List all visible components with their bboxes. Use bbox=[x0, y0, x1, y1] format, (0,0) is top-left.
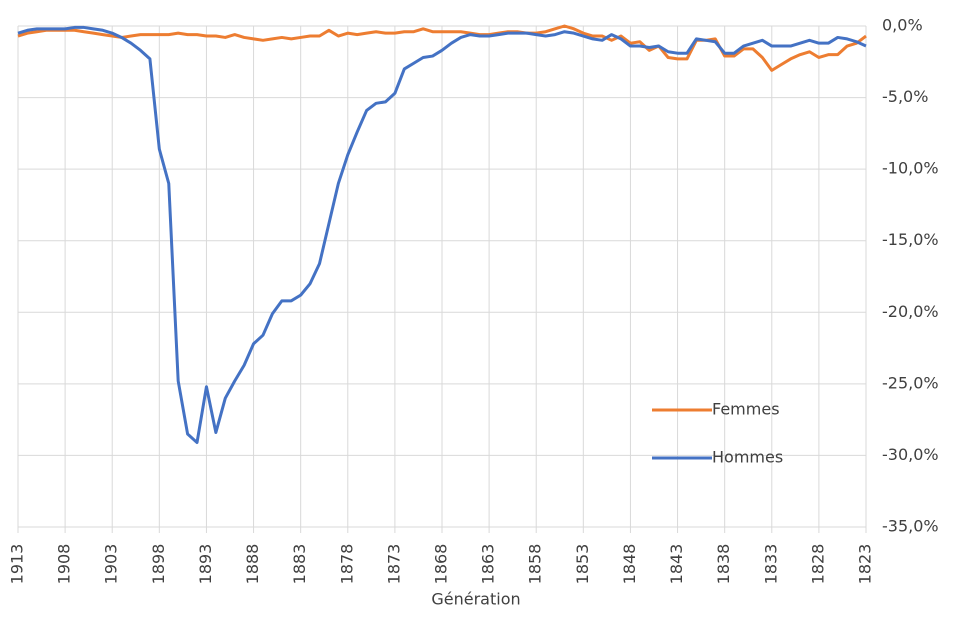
x-tick-label: 1858 bbox=[526, 544, 545, 585]
y-tick-label: 0,0% bbox=[882, 16, 923, 35]
x-tick-label: 1853 bbox=[573, 544, 592, 585]
x-tick-label: 1868 bbox=[432, 544, 451, 585]
y-tick-label: -35,0% bbox=[882, 517, 939, 536]
x-axis-title: Génération bbox=[431, 590, 520, 609]
x-tick-label: 1883 bbox=[290, 544, 309, 585]
x-tick-label: 1863 bbox=[479, 544, 498, 585]
legend-label: Hommes bbox=[712, 448, 783, 467]
x-tick-label: 1908 bbox=[55, 544, 74, 585]
x-tick-label: 1878 bbox=[337, 544, 356, 585]
x-tick-label: 1893 bbox=[196, 544, 215, 585]
x-tick-label: 1848 bbox=[620, 544, 639, 585]
y-tick-label: -20,0% bbox=[882, 302, 939, 321]
x-tick-label: 1898 bbox=[149, 544, 168, 585]
x-tick-label: 1888 bbox=[243, 544, 262, 585]
y-tick-label: -5,0% bbox=[882, 87, 928, 106]
x-tick-label: 1833 bbox=[761, 544, 780, 585]
x-tick-label: 1823 bbox=[856, 544, 875, 585]
y-tick-label: -15,0% bbox=[882, 230, 939, 249]
series-line bbox=[17, 25, 867, 445]
series-line bbox=[17, 24, 867, 72]
legend-label: Femmes bbox=[712, 400, 780, 419]
x-tick-label: 1873 bbox=[384, 544, 403, 585]
y-tick-label: -25,0% bbox=[882, 373, 939, 392]
x-tick-label: 1903 bbox=[102, 544, 121, 585]
x-tick-label: 1828 bbox=[808, 544, 827, 585]
x-tick-label: 1838 bbox=[714, 544, 733, 585]
x-tick-label: 1843 bbox=[667, 544, 686, 585]
y-tick-label: -10,0% bbox=[882, 159, 939, 178]
x-tick-label: 1913 bbox=[8, 544, 27, 585]
y-tick-label: -30,0% bbox=[882, 445, 939, 464]
